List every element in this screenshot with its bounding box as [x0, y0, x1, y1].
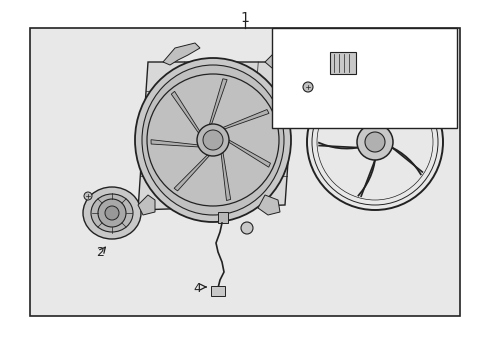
Ellipse shape — [83, 187, 141, 239]
Text: 1: 1 — [240, 11, 249, 25]
Circle shape — [203, 130, 223, 150]
Text: 5: 5 — [399, 57, 407, 69]
Bar — [427, 81, 443, 93]
Polygon shape — [221, 153, 230, 201]
Text: 6: 6 — [306, 107, 314, 120]
Text: 4: 4 — [193, 282, 201, 294]
Ellipse shape — [91, 194, 133, 232]
Ellipse shape — [135, 58, 290, 222]
Polygon shape — [138, 62, 294, 210]
Circle shape — [364, 132, 384, 152]
Ellipse shape — [142, 65, 284, 215]
Text: 2: 2 — [96, 246, 104, 258]
Circle shape — [98, 199, 126, 227]
Polygon shape — [223, 109, 268, 129]
Circle shape — [197, 124, 228, 156]
Polygon shape — [171, 91, 199, 133]
Polygon shape — [163, 43, 200, 65]
Polygon shape — [151, 140, 198, 147]
Polygon shape — [209, 79, 226, 125]
Polygon shape — [138, 195, 155, 215]
Bar — [210, 286, 224, 296]
Polygon shape — [258, 195, 280, 215]
Circle shape — [105, 206, 119, 220]
Circle shape — [241, 222, 252, 234]
Text: 3: 3 — [375, 66, 383, 78]
Circle shape — [84, 192, 92, 200]
Circle shape — [303, 82, 312, 92]
Polygon shape — [228, 140, 270, 167]
Polygon shape — [218, 212, 227, 223]
Polygon shape — [174, 155, 209, 191]
Bar — [329, 52, 355, 74]
Polygon shape — [264, 50, 289, 68]
Bar — [30, 28, 459, 316]
Bar — [271, 28, 456, 128]
Circle shape — [356, 124, 392, 160]
